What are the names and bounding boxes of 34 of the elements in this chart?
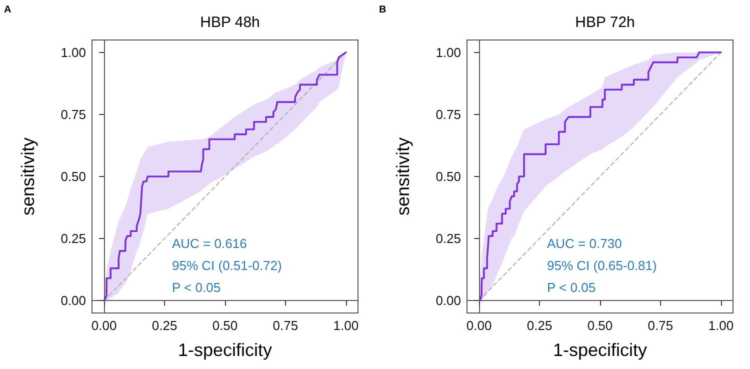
x-tick-label: 1.00 [333, 318, 359, 333]
y-tick-label: 0.25 [436, 231, 461, 246]
x-axis-title: 1-specificity [178, 340, 272, 360]
x-tick-label: 0.25 [526, 318, 552, 333]
y-axis-title: sensitivity [18, 137, 38, 216]
chart-title: HBP 48h [200, 14, 260, 31]
y-tick-label: 0.75 [436, 106, 461, 122]
y-axis-title: sensitivity [393, 137, 413, 216]
x-tick-label: 1.00 [708, 318, 734, 333]
x-tick-label: 0.50 [212, 318, 238, 333]
y-tick-label: 1.00 [60, 44, 86, 60]
annotation: 95% CI (0.65-0.81) [547, 258, 657, 273]
annotation: AUC = 0.730 [547, 236, 622, 251]
annotation: 95% CI (0.51-0.72) [172, 258, 282, 273]
x-tick-label: 0.00 [466, 318, 492, 333]
y-tick-label: 0.00 [436, 293, 461, 308]
y-tick-label: 0.75 [60, 106, 86, 122]
annotation: AUC = 0.616 [172, 236, 247, 251]
x-tick-label: 0.00 [91, 318, 117, 333]
annotation: P < 0.05 [172, 280, 221, 295]
text: B [379, 4, 386, 16]
y-tick-label: 0.25 [60, 231, 86, 246]
y-tick-label: 0.50 [60, 169, 86, 184]
y-tick-label: 0.00 [60, 293, 86, 308]
x-tick-label: 0.75 [648, 318, 674, 333]
annotation: P < 0.05 [547, 280, 596, 295]
y-tick-label: 1.00 [436, 44, 461, 60]
x-tick-label: 0.50 [587, 318, 613, 333]
x-tick-label: 0.25 [152, 318, 178, 333]
y-tick-label: 0.50 [436, 169, 461, 184]
text: A [4, 4, 12, 16]
x-axis-title: 1-specificity [552, 340, 648, 360]
chart-title: HBP 72h [575, 14, 635, 31]
x-tick-label: 0.75 [272, 318, 298, 333]
